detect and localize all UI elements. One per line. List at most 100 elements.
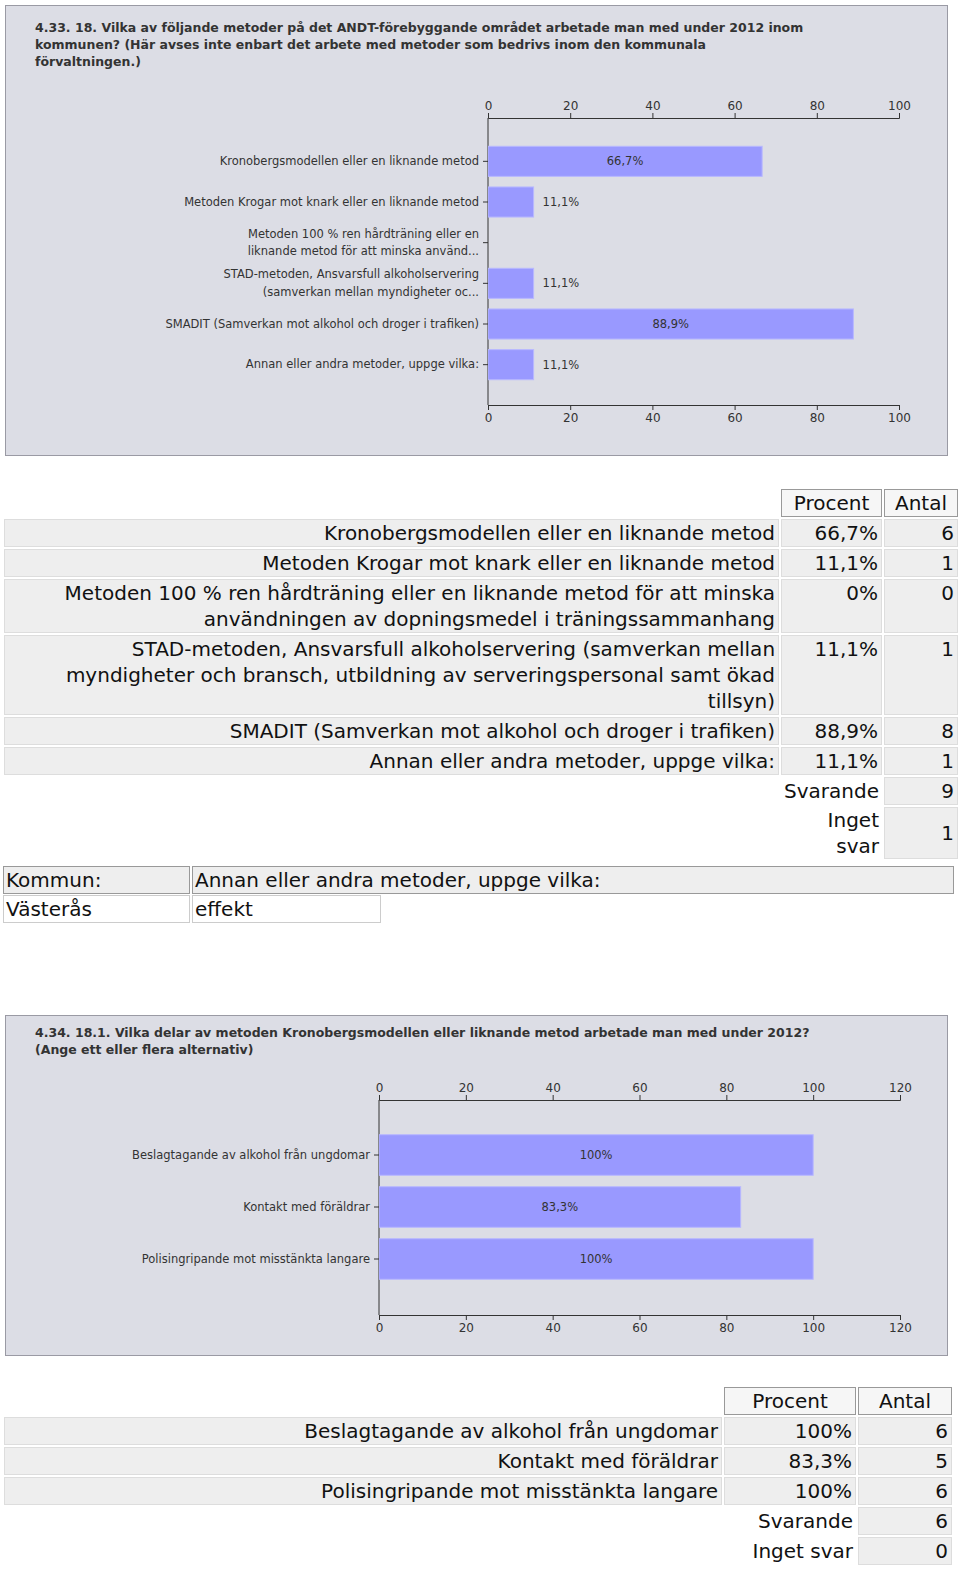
y-tick-label-line: SMADIT (Samverkan mot alkohol och droger…: [165, 317, 479, 331]
x-tick-mark: [488, 405, 489, 410]
row-value: 6: [858, 1477, 952, 1505]
x-tick: 120: [889, 1081, 912, 1100]
data-row: Kontakt med föräldrar83,3%5: [4, 1447, 952, 1475]
y-tick-label-line: Beslagtagande av alkohol från ungdomar: [132, 1148, 370, 1162]
row-label: Beslagtagande av alkohol från ungdomar: [4, 1417, 722, 1445]
x-tick-label: 80: [719, 1081, 734, 1095]
y-tick: Beslagtagande av alkohol från ungdomar: [132, 1148, 379, 1162]
x-tick: 100: [802, 1315, 825, 1335]
data-label: 11,1%: [543, 358, 580, 372]
chart-background: [6, 1016, 948, 1356]
x-tick-label: 20: [563, 99, 578, 113]
total-label: Svarande: [781, 777, 882, 805]
x-tick: 0: [376, 1315, 384, 1335]
y-tick-mark: [374, 1207, 379, 1208]
x-tick: 0: [485, 405, 493, 425]
chart: 4.34. 18.1. Vilka delar av metoden Krono…: [5, 1015, 948, 1356]
y-tick-label: Polisingripande mot misstänkta langare: [142, 1252, 370, 1266]
x-tick-mark: [899, 405, 900, 410]
row-value: 8: [884, 717, 958, 745]
data-label: 11,1%: [543, 195, 580, 209]
x-tick-mark: [735, 405, 736, 410]
bars: [379, 1135, 813, 1280]
y-tick-mark: [483, 242, 488, 243]
x-tick-mark: [735, 113, 736, 118]
x-axis-line: [489, 113, 900, 119]
bar: [379, 1239, 813, 1280]
y-axis: Beslagtagande av alkohol från ungdomar Ko…: [132, 1100, 379, 1315]
bar: [379, 1135, 813, 1176]
x-tick-label: 0: [485, 99, 493, 113]
x-tick: 40: [645, 405, 660, 425]
total-value: 9: [884, 777, 958, 805]
chart-title-line: förvaltningen.): [35, 54, 141, 69]
row-value: 66,7%: [781, 519, 882, 547]
x-tick: 20: [563, 405, 578, 425]
x-tick-mark: [379, 1095, 380, 1100]
row-value: 5: [858, 1447, 952, 1475]
x-tick-label: 20: [459, 1321, 474, 1335]
data-label: 100%: [580, 1252, 613, 1266]
y-tick-label: STAD-metoden, Ansvarsfull alkoholserveri…: [224, 267, 479, 298]
x-tick-label: 40: [645, 411, 660, 425]
x-tick: 40: [546, 1315, 561, 1335]
y-tick: Metoden Krogar mot knark eller en liknan…: [184, 195, 488, 209]
data-row: Metoden 100 % ren hårdträning eller en l…: [4, 579, 958, 633]
y-tick: Kontakt med föräldrar: [243, 1200, 379, 1214]
x-tick: 120: [889, 1315, 912, 1335]
data-labels: 66,7%11,1%11,1%88,9%11,1%: [543, 154, 689, 371]
total-value: 0: [858, 1537, 952, 1565]
x-tick: 80: [719, 1315, 734, 1335]
x-tick-label: 60: [727, 411, 742, 425]
x-axis-line: [380, 1095, 901, 1101]
total-label: Inget svar: [781, 807, 882, 859]
header-cell: Kommun:: [3, 866, 190, 894]
y-tick-label: Kontakt med föräldrar: [243, 1200, 370, 1214]
x-tick: 60: [632, 1315, 647, 1335]
row-label: Kontakt med föräldrar: [4, 1447, 722, 1475]
y-tick: Polisingripande mot misstänkta langare: [142, 1252, 379, 1266]
data-row: SMADIT (Samverkan mot alkohol och droger…: [4, 717, 958, 745]
total-empty: [4, 777, 779, 805]
x-tick-label: 40: [546, 1321, 561, 1335]
y-tick-label-line: liknande metod för att minska använd...: [248, 244, 479, 258]
x-tick-label: 60: [632, 1321, 647, 1335]
x-tick: 0: [485, 99, 493, 118]
x-tick-label: 20: [563, 411, 578, 425]
header-empty: [4, 1387, 722, 1415]
y-tick-label-line: Kontakt med föräldrar: [243, 1200, 370, 1214]
x-tick-mark: [570, 405, 571, 410]
x-tick: 20: [459, 1081, 474, 1100]
x-tick-label: 40: [546, 1081, 561, 1095]
y-tick-mark: [483, 283, 488, 284]
bar: [488, 187, 534, 217]
y-tick: STAD-metoden, Ansvarsfull alkoholserveri…: [224, 267, 488, 298]
x-tick-mark: [640, 1315, 641, 1320]
x-tick-label: 0: [485, 411, 493, 425]
x-tick-mark: [899, 113, 900, 118]
y-tick-label: Beslagtagande av alkohol från ungdomar: [132, 1148, 370, 1162]
total-label: Svarande: [724, 1507, 856, 1535]
y-tick-mark: [483, 202, 488, 203]
row-value: 88,9%: [781, 717, 882, 745]
data-row: Beslagtagande av alkohol från ungdomar10…: [4, 1417, 952, 1445]
x-tick-label: 20: [459, 1081, 474, 1095]
chart-title: 4.33. 18. Vilka av följande metoder på d…: [35, 20, 803, 69]
y-tick: Annan eller andra metoder, uppge vilka:: [246, 357, 488, 371]
row-value: 6: [884, 519, 958, 547]
x-axis-line: [489, 406, 900, 411]
total-value: 1: [884, 807, 958, 859]
bar: [488, 146, 762, 176]
x-tick-label: 0: [376, 1321, 384, 1335]
row-value: 83,3%: [724, 1447, 856, 1475]
row-label: Kronobergsmodellen eller en liknande met…: [4, 519, 779, 547]
y-tick-label: Metoden 100 % ren hårdträning eller enli…: [248, 227, 479, 258]
x-tick-label: 100: [888, 99, 911, 113]
data-cell: Västerås: [3, 895, 190, 923]
row-label: Polisingripande mot misstänkta langare: [4, 1477, 722, 1505]
x-tick: 80: [810, 405, 825, 425]
x-tick: 60: [727, 405, 742, 425]
x-tick-label: 60: [632, 1081, 647, 1095]
x-tick-mark: [652, 405, 653, 410]
header-cell: Procent: [781, 489, 882, 517]
